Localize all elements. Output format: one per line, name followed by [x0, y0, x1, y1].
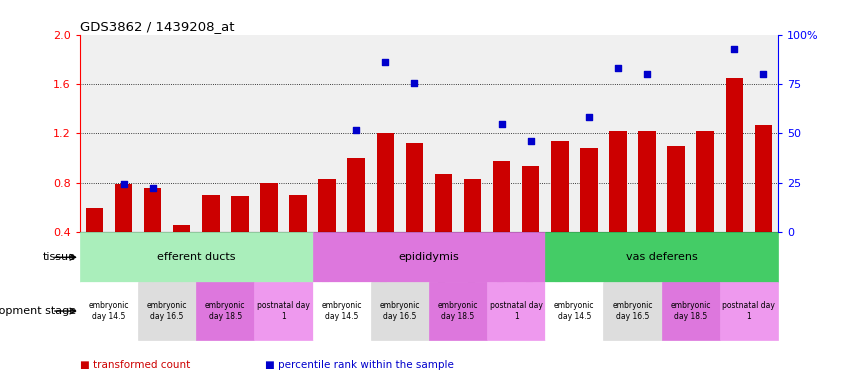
Point [378, 59, 392, 65]
Text: GDS3862 / 1439208_at: GDS3862 / 1439208_at [80, 20, 235, 33]
Text: embryonic
day 16.5: embryonic day 16.5 [147, 301, 188, 321]
Text: ■ transformed count: ■ transformed count [80, 360, 190, 370]
Point [262, 260, 276, 266]
Bar [464, 179, 481, 232]
Point [117, 181, 130, 187]
Bar [289, 195, 307, 232]
Point [495, 121, 508, 127]
Text: epididymis: epididymis [399, 252, 459, 262]
Text: embryonic
day 18.5: embryonic day 18.5 [438, 301, 479, 321]
Bar [603, 282, 662, 340]
Bar [551, 141, 569, 232]
Point [524, 138, 537, 144]
Bar [80, 232, 313, 282]
Bar [371, 282, 429, 340]
Text: postnatal day
1: postnatal day 1 [489, 301, 542, 321]
Text: embryonic
day 14.5: embryonic day 14.5 [321, 301, 362, 321]
Bar [720, 282, 778, 340]
Point [350, 127, 363, 133]
Bar [347, 158, 365, 232]
Bar [726, 78, 743, 232]
Bar [202, 195, 220, 232]
Point [582, 114, 595, 121]
Bar [260, 183, 278, 232]
Bar [662, 282, 720, 340]
Text: embryonic
day 16.5: embryonic day 16.5 [379, 301, 420, 321]
Text: development stage: development stage [0, 306, 76, 316]
Bar [638, 131, 656, 232]
Bar [138, 282, 196, 340]
Point [233, 260, 246, 266]
Text: efferent ducts: efferent ducts [157, 252, 235, 262]
Text: ■ percentile rank within the sample: ■ percentile rank within the sample [265, 360, 454, 370]
Bar [609, 131, 627, 232]
Bar [435, 174, 452, 232]
Text: embryonic
day 14.5: embryonic day 14.5 [554, 301, 595, 321]
Bar [487, 282, 545, 340]
Text: embryonic
day 14.5: embryonic day 14.5 [89, 301, 130, 321]
Bar [254, 282, 313, 340]
Point [757, 71, 770, 77]
Point [145, 185, 159, 191]
Text: postnatal day
1: postnatal day 1 [722, 301, 775, 321]
Text: embryonic
day 18.5: embryonic day 18.5 [205, 301, 246, 321]
Point [640, 71, 653, 77]
Bar [754, 125, 772, 232]
Bar [80, 282, 138, 340]
Point [727, 46, 741, 53]
Bar [313, 282, 371, 340]
Bar [173, 225, 190, 232]
Text: postnatal day
1: postnatal day 1 [257, 301, 310, 321]
Text: vas deferens: vas deferens [626, 252, 697, 262]
Text: embryonic
day 18.5: embryonic day 18.5 [670, 301, 711, 321]
Bar [144, 188, 161, 232]
Bar [231, 197, 249, 232]
Bar [522, 166, 539, 232]
Text: tissue: tissue [43, 252, 76, 262]
Bar [580, 148, 598, 232]
Bar [405, 143, 423, 232]
Bar [668, 146, 685, 232]
Bar [313, 232, 545, 282]
Bar [545, 232, 778, 282]
Bar [429, 282, 487, 340]
Bar [114, 184, 132, 232]
Point [408, 80, 421, 86]
Bar [545, 282, 603, 340]
Bar [196, 282, 254, 340]
Bar [319, 179, 336, 232]
Bar [696, 131, 714, 232]
Text: embryonic
day 16.5: embryonic day 16.5 [612, 301, 653, 321]
Bar [493, 161, 510, 232]
Point [611, 65, 625, 71]
Bar [86, 208, 103, 232]
Bar [377, 134, 394, 232]
